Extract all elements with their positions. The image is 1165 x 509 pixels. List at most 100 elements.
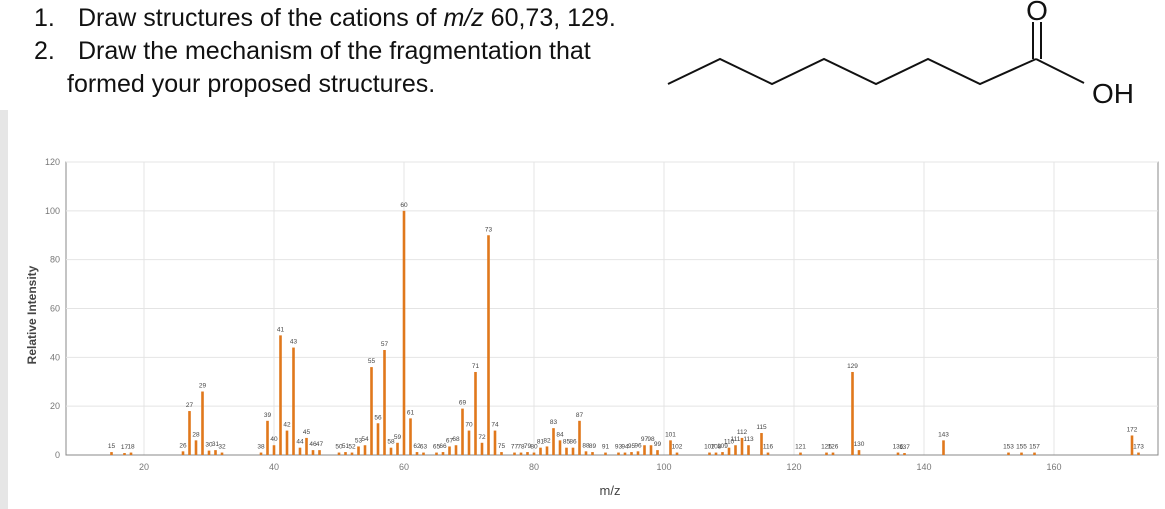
peak-bar — [1130, 435, 1134, 455]
peak-bar — [318, 450, 321, 455]
peak-label: 18 — [127, 444, 135, 451]
peak-bar — [760, 433, 763, 455]
peak-label: 115 — [756, 424, 767, 431]
peak-label: 88 — [582, 442, 590, 449]
peak-bar — [630, 452, 633, 455]
peak-label: 32 — [218, 444, 226, 451]
peak-label: 157 — [1029, 444, 1040, 451]
peak-bar — [623, 452, 627, 455]
hydroxyl-bond — [1035, 58, 1085, 84]
peak-bar — [454, 445, 458, 455]
x-tick-label: 20 — [139, 462, 149, 472]
peak-bar — [383, 350, 386, 455]
peak-bar — [285, 430, 289, 455]
peak-label: 66 — [439, 443, 447, 450]
peak-bar — [350, 452, 354, 455]
peak-bar — [903, 453, 906, 455]
peak-label: 111 — [731, 436, 741, 443]
peak-label: 68 — [452, 436, 460, 443]
peak-label: 99 — [654, 441, 662, 448]
peak-bar — [415, 452, 419, 455]
peak-label: 73 — [485, 226, 493, 233]
peak-label: 94 — [621, 444, 629, 451]
peak-label: 60 — [400, 202, 408, 209]
peak-bar — [539, 447, 542, 455]
peak-bar — [279, 335, 282, 455]
question-1: 1. Draw structures of the cations of m/z … — [34, 2, 616, 35]
peak-label: 137 — [899, 444, 910, 451]
peak-label: 93 — [615, 444, 623, 451]
peak-label: 62 — [413, 443, 421, 450]
peak-bar — [643, 445, 646, 455]
peak-bar — [363, 445, 367, 455]
peak-label: 77 — [511, 444, 519, 451]
peak-label: 26 — [179, 442, 187, 449]
peak-label: 69 — [459, 400, 467, 407]
peak-label: 72 — [478, 434, 486, 441]
peak-label: 55 — [368, 358, 376, 365]
peak-label: 89 — [589, 443, 597, 450]
question-text-end: 60,73, 129. — [483, 4, 616, 32]
peak-label: 65 — [433, 444, 441, 451]
y-tick-label: 0 — [55, 450, 60, 460]
peak-bar — [123, 453, 126, 455]
peak-bar — [714, 452, 718, 455]
peak-bar — [402, 210, 406, 455]
peak-bar — [604, 452, 607, 455]
peak-label: 112 — [737, 429, 748, 436]
y-tick-label: 120 — [45, 157, 60, 167]
peak-bar — [636, 451, 640, 455]
peak-bar — [461, 408, 464, 455]
peak-label: 78 — [517, 444, 525, 451]
peak-bar — [435, 452, 438, 455]
peak-bar — [766, 452, 770, 455]
peak-bar — [344, 452, 347, 455]
peak-bar — [409, 418, 412, 455]
peak-bar — [298, 447, 302, 455]
peak-label: 130 — [854, 441, 865, 448]
peak-bar — [825, 452, 828, 455]
x-tick-label: 140 — [916, 462, 931, 472]
peak-label: 70 — [465, 422, 473, 429]
peak-bar — [851, 371, 854, 455]
peak-bar — [337, 452, 341, 455]
x-tick-label: 40 — [269, 462, 279, 472]
peak-label: 39 — [264, 412, 272, 419]
peak-label: 61 — [407, 409, 415, 416]
peak-bar — [487, 235, 490, 455]
peak-bar — [305, 437, 308, 455]
peak-bar — [272, 445, 276, 455]
octanoic-acid-structure: O OH — [667, 0, 1134, 109]
peak-bar — [558, 440, 562, 455]
peak-label: 75 — [498, 443, 506, 450]
peak-bar — [493, 430, 497, 455]
peak-bar — [513, 452, 516, 455]
peak-bar — [220, 452, 224, 455]
peak-bar — [519, 452, 523, 455]
peak-bar — [110, 452, 113, 455]
peak-bar — [370, 367, 373, 455]
mz-italic: m/z — [443, 4, 484, 32]
peak-label: 91 — [602, 444, 610, 451]
peak-bar — [584, 451, 588, 455]
peak-bar — [266, 420, 269, 455]
peak-bar — [649, 445, 653, 455]
peak-label: 95 — [628, 443, 636, 450]
peak-bar — [571, 447, 575, 455]
question-text: Draw structures of the cations of — [78, 4, 444, 32]
peak-bar — [831, 452, 835, 455]
y-tick-label: 40 — [50, 352, 60, 362]
peak-bar — [389, 447, 393, 455]
peak-bar — [721, 452, 724, 455]
peak-bar — [376, 423, 380, 455]
peak-bar — [799, 452, 802, 455]
chart-ticks: 0 20 40 60 80 100 120 20 40 60 80 100 120 140 160 — [45, 157, 1062, 472]
x-tick-label: 80 — [529, 462, 539, 472]
peak-label: 136 — [893, 444, 904, 451]
peak-bar — [207, 450, 211, 455]
peak-label: 53 — [355, 437, 363, 444]
chart-bars — [110, 210, 1140, 455]
question-number: 2. — [34, 37, 55, 65]
peak-bar — [617, 452, 620, 455]
peak-label: 101 — [665, 431, 676, 438]
